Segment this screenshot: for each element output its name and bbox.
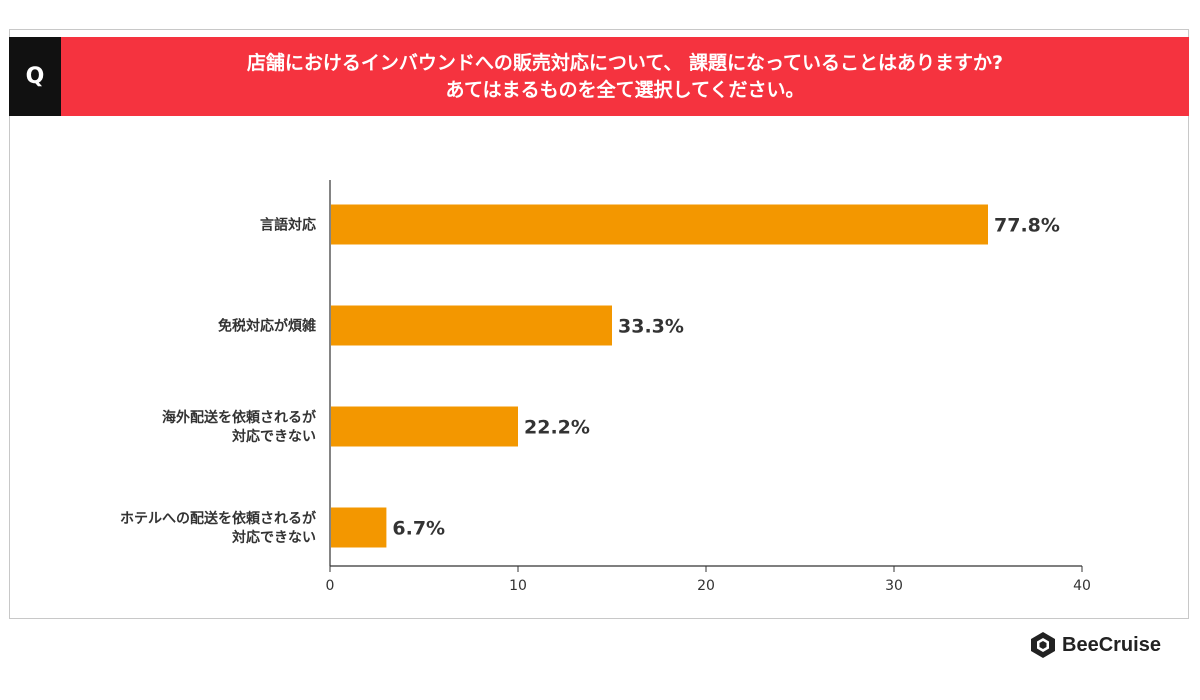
category-label: 対応できない [231, 428, 316, 445]
category-label: 免税対応が煩雑 [218, 318, 316, 335]
x-tick-label: 30 [885, 578, 903, 594]
hexagon-logo-icon [1031, 632, 1055, 658]
brand-name: BeeCruise [1062, 633, 1161, 656]
brand-logo: BeeCruise [1030, 630, 1161, 660]
bar [331, 305, 612, 346]
bar [331, 406, 518, 447]
category-label: ホテルへの配送を依頼されるが [120, 510, 317, 527]
question-title: 店舗におけるインバウンドへの販売対応について、 課題になっていることはありますか… [61, 37, 1189, 116]
bar [331, 507, 387, 548]
bar [331, 204, 988, 245]
question-line-1: 店舗におけるインバウンドへの販売対応について、 課題になっていることはありますか… [246, 51, 1004, 74]
data-label: 22.2% [524, 417, 590, 439]
x-tick-label: 40 [1073, 578, 1091, 594]
question-badge: Q [9, 37, 61, 116]
question-line-2: あてはまるものを全て選択してください。 [445, 78, 805, 101]
data-label: 33.3% [618, 316, 684, 338]
category-label: 海外配送を依頼されるが [162, 409, 317, 426]
category-label: 対応できない [231, 529, 316, 546]
category-label: 言語対応 [260, 217, 316, 234]
x-tick-label: 0 [326, 578, 335, 594]
x-tick-label: 10 [509, 578, 527, 594]
x-tick-label: 20 [697, 578, 715, 594]
data-label: 77.8% [994, 215, 1060, 237]
question-header: Q 店舗におけるインバウンドへの販売対応について、 課題になっていることはありま… [9, 37, 1189, 116]
data-label: 6.7% [392, 518, 445, 540]
